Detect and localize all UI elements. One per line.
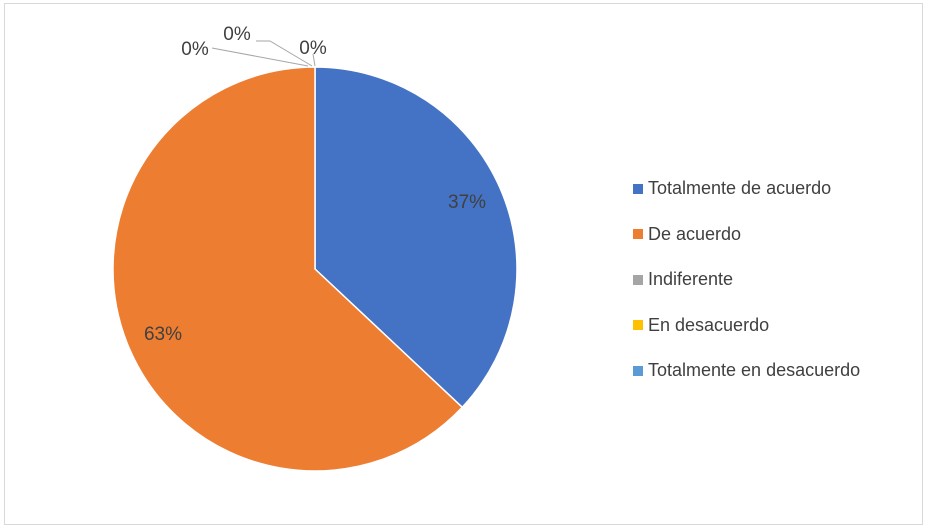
pie-slice-de-acuerdo [112,66,464,472]
legend-item-totalmente-en-desacuerdo: Totalmente en desacuerdo [633,348,860,394]
legend-label: De acuerdo [648,223,742,244]
leader-lines [211,40,316,67]
data-label-totalmente-en-desacuerdo: 0% [299,38,327,59]
legend-item-indiferente: Indiferente [633,257,860,303]
pie-slice-totalmente-de-acuerdo [314,66,518,409]
legend-label: Totalmente en desacuerdo [648,360,861,381]
leader-line-indiferente [211,47,309,67]
pie-slices [112,66,518,472]
data-labels: 37% 63% 0% 0% 0% [144,24,486,345]
legend-label: Totalmente de acuerdo [648,178,832,199]
data-label-en-desacuerdo: 0% [223,24,251,45]
legend-swatch [633,320,643,331]
legend-swatch [633,229,643,240]
legend-item-de-acuerdo: De acuerdo [633,212,860,258]
legend-item-totalmente-de-acuerdo: Totalmente de acuerdo [633,166,860,212]
leader-line-totalmente-en-desacuerdo [312,53,316,67]
legend-label: En desacuerdo [648,314,770,335]
legend-swatch [633,183,643,194]
legend-item-en-desacuerdo: En desacuerdo [633,303,860,349]
leader-line-en-desacuerdo [256,40,313,67]
legend: Totalmente de acuerdo De acuerdo Indifer… [633,166,860,394]
data-label-totalmente-de-acuerdo: 37% [448,192,486,213]
legend-swatch [633,274,643,285]
data-label-de-acuerdo: 63% [144,324,182,345]
legend-label: Indiferente [648,269,734,290]
legend-swatch [633,365,643,376]
data-label-indiferente: 0% [181,39,209,60]
